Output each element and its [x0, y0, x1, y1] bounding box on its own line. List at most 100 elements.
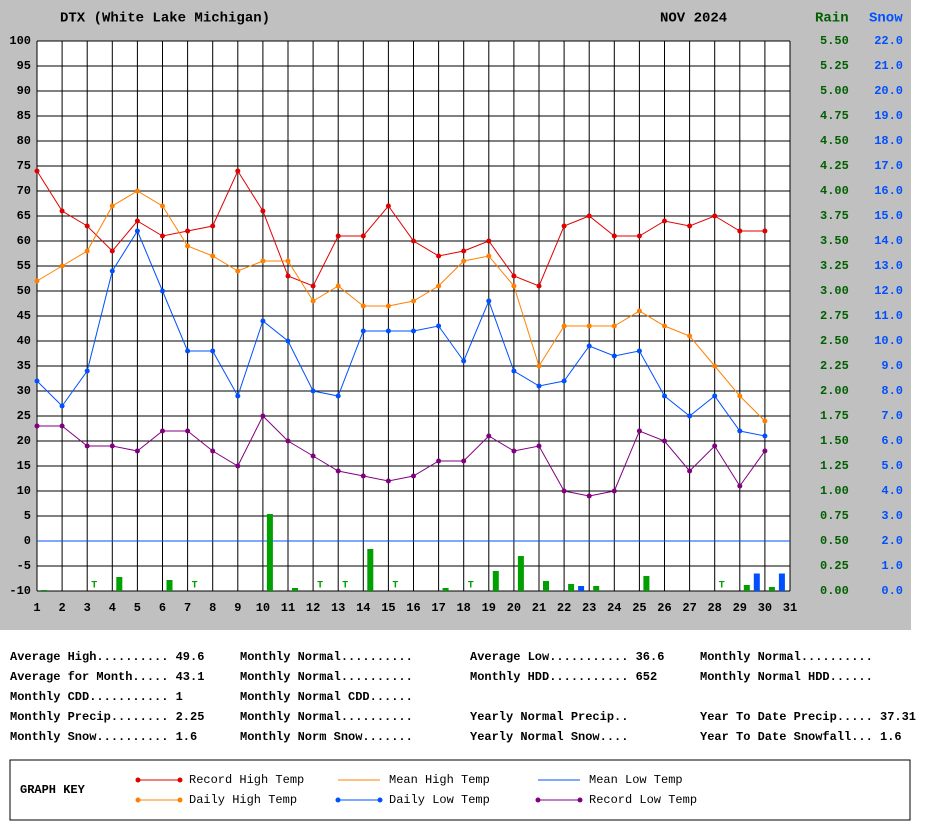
series-marker — [134, 188, 140, 194]
summary-label: Monthly Snow.......... — [10, 730, 168, 744]
series-marker — [210, 448, 216, 454]
x-tick-label: 15 — [381, 601, 395, 615]
legend-marker — [135, 797, 141, 803]
series-marker — [34, 423, 40, 429]
series-marker — [536, 283, 542, 289]
trace-label: T — [468, 581, 474, 592]
snow-tick-label: 2.0 — [881, 534, 903, 548]
y-tick-label: 0 — [24, 534, 31, 548]
x-tick-label: 29 — [733, 601, 747, 615]
rain-bar — [266, 514, 273, 591]
series-marker — [160, 288, 165, 294]
series-marker — [210, 253, 216, 259]
series-marker — [536, 363, 542, 369]
chart-subtitle: NOV 2024 — [660, 11, 727, 27]
series-marker — [335, 393, 341, 399]
x-tick-label: 22 — [557, 601, 571, 615]
legend-marker — [535, 797, 541, 803]
series-marker — [586, 213, 592, 219]
series-marker — [561, 488, 567, 494]
rain-tick-label: 0.25 — [820, 559, 849, 573]
legend-label: Record High Temp — [189, 773, 304, 787]
series-marker — [310, 388, 316, 394]
series-marker — [235, 268, 241, 274]
rain-tick-label: 3.00 — [820, 284, 849, 298]
y-tick-label: -5 — [17, 559, 31, 573]
series-marker — [511, 273, 517, 279]
series-marker — [34, 168, 40, 174]
rain-bar — [492, 571, 499, 591]
series-marker — [385, 203, 391, 209]
y-tick-label: 30 — [17, 384, 31, 398]
y-tick-label: 10 — [17, 484, 31, 498]
summary-value: 1 — [176, 690, 183, 704]
summary-label: Monthly Precip........ — [10, 710, 168, 724]
summary-label: Average High.......... — [10, 650, 168, 664]
series-marker — [360, 303, 366, 309]
series-marker — [160, 428, 165, 434]
x-tick-label: 4 — [109, 601, 116, 615]
series-marker — [34, 378, 40, 384]
snow-tick-label: 16.0 — [874, 184, 903, 198]
series-marker — [285, 338, 291, 344]
series-line — [36, 190, 766, 422]
snow-tick-label: 4.0 — [881, 484, 903, 498]
snow-tick-label: 9.0 — [881, 359, 903, 373]
rain-bar — [442, 588, 449, 591]
y-tick-label: 70 — [17, 184, 31, 198]
legend-marker — [135, 777, 141, 783]
summary-label: Year To Date Snowfall... — [700, 730, 873, 744]
summary-value: 2.25 — [176, 710, 205, 724]
x-tick-label: 24 — [607, 601, 621, 615]
rain-bar — [116, 577, 123, 591]
rain-axis-label: Rain — [815, 11, 849, 27]
rain-bar — [517, 556, 524, 591]
snow-tick-label: 6.0 — [881, 434, 903, 448]
summary-label: Yearly Normal Snow.... — [470, 730, 628, 744]
rain-tick-label: 3.75 — [820, 209, 849, 223]
rain-tick-label: 0.50 — [820, 534, 849, 548]
rain-bar — [41, 590, 47, 591]
x-tick-label: 8 — [209, 601, 216, 615]
rain-tick-label: 5.50 — [820, 34, 849, 48]
summary-label: Average for Month..... — [10, 670, 168, 684]
summary-label: Monthly Normal CDD...... — [240, 690, 413, 704]
series-marker — [712, 363, 718, 369]
series-marker — [662, 323, 667, 329]
summary-value: 36.6 — [636, 650, 665, 664]
trace-label: T — [392, 581, 398, 592]
y-tick-label: 60 — [17, 234, 31, 248]
x-tick-label: 31 — [783, 601, 797, 615]
snow-tick-label: 12.0 — [874, 284, 903, 298]
rain-bar — [743, 585, 750, 591]
rain-tick-label: 2.00 — [820, 384, 849, 398]
rain-tick-label: 1.00 — [820, 484, 849, 498]
series-line — [36, 229, 765, 437]
x-tick-label: 28 — [707, 601, 721, 615]
series-marker — [461, 358, 467, 364]
rain-bar — [166, 580, 173, 591]
series-marker — [687, 333, 693, 339]
series-marker — [611, 353, 617, 359]
y-tick-label: 100 — [9, 34, 31, 48]
series-marker — [235, 463, 241, 469]
snow-tick-label: 19.0 — [874, 109, 903, 123]
series-marker — [461, 458, 467, 464]
series-marker — [335, 233, 341, 239]
x-tick-label: 7 — [184, 601, 191, 615]
series-marker — [134, 448, 140, 454]
series-marker — [360, 473, 366, 479]
series-marker — [436, 458, 442, 464]
series-marker — [285, 258, 291, 264]
series-marker — [160, 203, 165, 209]
y-tick-label: 90 — [17, 84, 31, 98]
series-marker — [762, 228, 768, 234]
series-marker — [762, 448, 768, 454]
series-marker — [436, 253, 442, 259]
series-marker — [511, 448, 517, 454]
y-tick-label: 15 — [17, 459, 31, 473]
series-marker — [385, 328, 391, 334]
x-tick-label: 3 — [84, 601, 91, 615]
x-tick-label: 27 — [682, 601, 696, 615]
snow-tick-label: 0.0 — [881, 584, 903, 598]
